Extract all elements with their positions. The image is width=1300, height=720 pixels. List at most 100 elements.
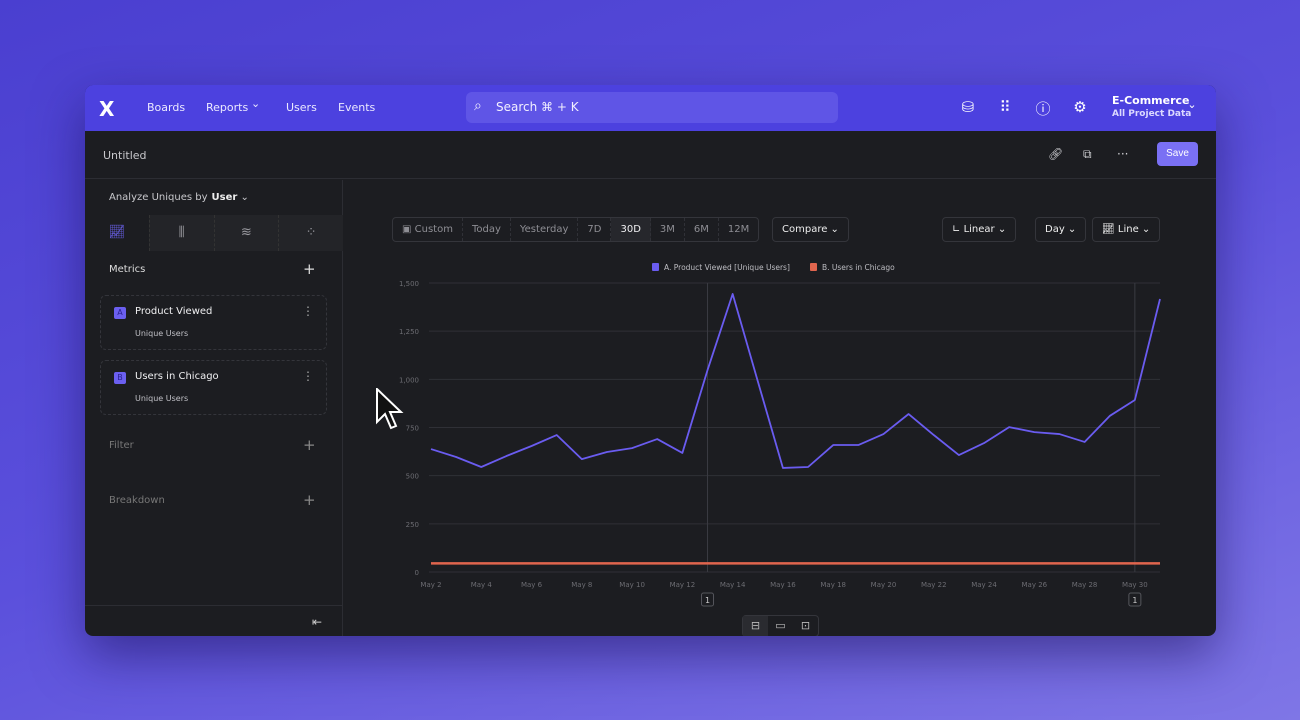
legend-label: B. Users in Chicago <box>822 263 895 272</box>
legend-label: A. Product Viewed [Unique Users] <box>664 263 790 272</box>
y-tick-label: 0 <box>415 569 419 577</box>
filter-label: Filter <box>109 440 134 451</box>
add-filter-icon[interactable]: + <box>303 436 316 454</box>
nav-users[interactable]: Users <box>286 101 317 114</box>
save-button[interactable]: Save <box>1157 142 1198 166</box>
annotation-label: 1 <box>705 596 710 605</box>
chart-type-tabs: 📈︎ ⫼ ≋ ⁘ <box>85 215 343 251</box>
add-metric-icon[interactable]: + <box>303 260 316 278</box>
y-tick-label: 750 <box>406 425 419 433</box>
nav-reports[interactable]: Reports <box>206 101 249 114</box>
nav-events[interactable]: Events <box>338 101 376 114</box>
range-yesterday[interactable]: Yesterday <box>511 218 579 241</box>
range-7d[interactable]: 7D <box>578 218 612 241</box>
x-tick-label: May 4 <box>471 581 493 589</box>
metric-badge: B <box>114 372 126 384</box>
sidebar: Analyze Uniques by User ⌄ 📈︎ ⫼ ≋ ⁘ Metric… <box>85 180 343 636</box>
add-breakdown-icon[interactable]: + <box>303 491 316 509</box>
analyze-label: Analyze Uniques by <box>109 192 208 203</box>
report-title[interactable]: Untitled <box>103 149 147 162</box>
metric-name: Users in Chicago <box>135 371 219 382</box>
x-tick-label: May 12 <box>670 581 696 589</box>
flows-tab-icon[interactable]: ≋ <box>213 215 279 251</box>
report-toolbar: Untitled 🔗︎ ⧉ ··· Save <box>85 131 1216 179</box>
x-tick-label: May 14 <box>720 581 746 589</box>
project-scope: All Project Data <box>1112 109 1192 119</box>
table-layout-icon[interactable]: ⊡ <box>800 619 811 632</box>
search-icon: ⌕ <box>474 98 482 114</box>
top-nav: X Boards Reports ⌄ Users Events ⌕ Search … <box>85 85 1216 131</box>
chevron-down-icon[interactable]: ⌄ <box>251 97 261 110</box>
layout-toggle: ⊟ ▭ ⊡ <box>742 615 819 636</box>
logo[interactable]: X <box>99 97 115 121</box>
project-selector[interactable]: E-Commerce All Project Data <box>1112 94 1191 119</box>
range-today[interactable]: Today <box>463 218 511 241</box>
legend-swatch <box>810 263 817 271</box>
divider <box>85 605 342 606</box>
y-tick-label: 1,250 <box>399 328 419 336</box>
app-window: X Boards Reports ⌄ Users Events ⌕ Search … <box>85 85 1216 636</box>
range-6m[interactable]: 6M <box>685 218 719 241</box>
chevron-down-icon[interactable]: ⌄ <box>1187 98 1197 111</box>
x-tick-label: May 16 <box>770 581 796 589</box>
scale-selector[interactable]: ∟ Linear ⌄ <box>942 217 1017 242</box>
compare-label: Compare <box>782 224 828 235</box>
metric-card[interactable]: A Product Viewed Unique Users ⋮ <box>100 295 327 350</box>
gear-icon[interactable]: ⚙ <box>1073 98 1087 116</box>
y-tick-label: 500 <box>406 473 419 481</box>
annotation-marker <box>1128 592 1142 607</box>
nav-boards[interactable]: Boards <box>147 101 186 114</box>
range-12m[interactable]: 12M <box>727 224 750 235</box>
more-vertical-icon[interactable]: ⋮ <box>302 369 314 383</box>
collapse-sidebar-icon[interactable]: ⇤ <box>312 615 323 629</box>
y-tick-label: 1,500 <box>399 280 419 288</box>
duplicate-icon[interactable]: ⧉ <box>1083 147 1092 161</box>
more-vertical-icon[interactable]: ⋮ <box>302 304 314 318</box>
x-tick-label: May 18 <box>820 581 846 589</box>
compare-button[interactable]: Compare ⌄ <box>772 217 849 242</box>
x-tick-label: May 8 <box>571 581 592 589</box>
metric-measure[interactable]: Unique Users <box>135 394 189 403</box>
date-range-selector: ▣ Custom Today Yesterday 7D 30D 3M 6M 12M <box>392 217 760 242</box>
metrics-label: Metrics <box>109 264 146 275</box>
range-custom[interactable]: ▣ Custom <box>393 218 463 241</box>
annotation-label: 1 <box>1132 596 1137 605</box>
axis-icon: ∟ <box>952 224 961 235</box>
metric-card[interactable]: B Users in Chicago Unique Users ⋮ <box>100 360 327 415</box>
x-tick-label: May 24 <box>971 581 997 589</box>
x-tick-label: May 2 <box>420 581 441 589</box>
x-tick-label: May 26 <box>1022 581 1048 589</box>
search-input[interactable]: ⌕ Search ⌘ + K <box>466 92 838 123</box>
retention-tab-icon[interactable]: ⁘ <box>278 215 343 251</box>
line-chart-icon: 📈︎ <box>1102 224 1115 235</box>
more-icon[interactable]: ··· <box>1117 147 1129 161</box>
search-placeholder: Search ⌘ + K <box>496 100 579 114</box>
range-30d[interactable]: 30D <box>611 218 651 241</box>
x-tick-label: May 28 <box>1072 581 1098 589</box>
split-layout-icon[interactable]: ⊟ <box>743 616 768 636</box>
interval-selector[interactable]: Day ⌄ <box>1035 217 1087 242</box>
link-icon[interactable]: 🔗︎ <box>1048 147 1064 161</box>
legend-swatch <box>652 263 659 271</box>
chart-type-selector[interactable]: 📈︎ Line ⌄ <box>1092 217 1161 242</box>
insights-tab-icon[interactable]: 📈︎ <box>85 215 149 251</box>
metric-measure[interactable]: Unique Users <box>135 329 189 338</box>
chart-only-layout-icon[interactable]: ▭ <box>775 619 786 632</box>
analyze-value: User <box>211 192 238 203</box>
funnels-tab-icon[interactable]: ⫼ <box>148 215 214 251</box>
scale-label: Linear <box>963 224 995 235</box>
analyze-selector[interactable]: Analyze Uniques by User ⌄ <box>109 192 249 203</box>
y-tick-label: 1,000 <box>399 376 419 384</box>
apps-grid-icon[interactable]: ⠿ <box>999 98 1011 116</box>
help-icon[interactable]: ⓘ <box>1035 100 1051 118</box>
line-chart: 0 250 500 750 1,000 1,250 1,500 May 2 May 4 May 6… <box>399 263 1161 607</box>
range-label: Custom <box>414 224 453 235</box>
chart-type-label: Line <box>1117 224 1139 235</box>
y-tick-label: 250 <box>406 521 419 529</box>
x-tick-label: May 20 <box>871 581 897 589</box>
data-settings-icon[interactable]: ⛁ <box>961 98 975 116</box>
calendar-icon: ▣ <box>402 224 415 235</box>
range-3m[interactable]: 3M <box>651 218 685 241</box>
breakdown-label: Breakdown <box>109 495 165 506</box>
project-name: E-Commerce <box>1112 94 1190 107</box>
